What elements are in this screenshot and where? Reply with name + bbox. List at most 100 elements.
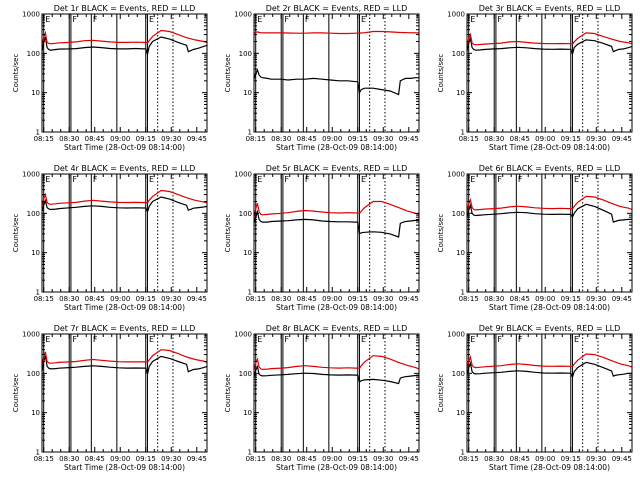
x-axis-label: Start Time (28-Oct-09 08:14:00)	[64, 303, 185, 312]
x-tick-label: 09:15	[136, 295, 156, 303]
series-lld	[41, 349, 208, 366]
flag-label: E	[470, 15, 475, 24]
y-tick-label: 10	[31, 249, 40, 257]
x-axis-label: Start Time (28-Oct-09 08:14:00)	[489, 463, 610, 472]
flag-label: E	[257, 175, 262, 184]
series-events	[253, 68, 419, 96]
flag-label: E	[574, 335, 579, 344]
y-tick-label: 1	[248, 289, 252, 297]
y-tick-label: 10	[456, 89, 465, 97]
x-tick-label: 08:30	[484, 295, 504, 303]
x-tick-label: 08:45	[297, 295, 317, 303]
flag-label: F	[93, 335, 98, 344]
flag-label: E	[361, 175, 366, 184]
x-tick-label: 09:15	[136, 135, 156, 143]
y-tick-label: 10	[31, 89, 40, 97]
x-tick-label: 09:45	[612, 135, 632, 143]
y-axis-label: Counts/sec	[12, 54, 20, 93]
x-axis-label: Start Time (28-Oct-09 08:14:00)	[276, 303, 397, 312]
plot-frame	[253, 13, 420, 133]
chart-panel-7: Det 7r BLACK = Events, RED = LLD E F F E 1 10 1…	[12, 324, 208, 472]
y-tick-label: 10	[243, 249, 252, 257]
y-tick-label: 1	[461, 289, 465, 297]
x-tick-label: 09:30	[586, 455, 606, 463]
y-axis-label: Counts/sec	[12, 374, 20, 413]
y-axis-label: Counts/sec	[224, 54, 232, 93]
plot-frame	[253, 173, 420, 293]
chart-title: Det 3r BLACK = Events, RED = LLD	[479, 4, 621, 13]
series-lld	[41, 29, 208, 46]
x-tick-label: 09:30	[373, 295, 393, 303]
x-tick-label: 08:15	[34, 455, 54, 463]
x-tick-label: 08:30	[271, 295, 291, 303]
x-tick-label: 09:45	[399, 295, 419, 303]
x-tick-label: 09:45	[612, 455, 632, 463]
flag-label: F	[305, 335, 310, 344]
x-tick-label: 09:00	[110, 295, 130, 303]
flag-label: F	[305, 15, 310, 24]
x-axis-label: Start Time (28-Oct-09 08:14:00)	[64, 463, 185, 472]
y-tick-label: 1000	[234, 331, 252, 339]
x-tick-label: 08:15	[34, 135, 54, 143]
y-tick-label: 100	[27, 370, 40, 378]
y-tick-label: 1	[36, 129, 40, 137]
y-tick-label: 1	[461, 449, 465, 457]
flag-label: E	[470, 175, 475, 184]
x-tick-label: 09:00	[535, 455, 555, 463]
x-tick-label: 08:30	[59, 295, 79, 303]
flag-label: F	[497, 15, 502, 24]
chart-panel-1: Det 1r BLACK = Events, RED = LLD E F F E 1 10 1…	[12, 4, 208, 152]
flag-label: F	[497, 175, 502, 184]
x-tick-label: 08:45	[85, 455, 105, 463]
flag-label: E	[361, 335, 366, 344]
plot-frame	[466, 173, 633, 293]
series-events	[41, 355, 208, 375]
y-tick-label: 1000	[447, 11, 465, 19]
chart-title: Det 6r BLACK = Events, RED = LLD	[479, 164, 621, 173]
x-axis-label: Start Time (28-Oct-09 08:14:00)	[276, 463, 397, 472]
flag-label: E	[574, 15, 579, 24]
y-tick-label: 1000	[22, 171, 40, 179]
y-tick-label: 100	[452, 370, 465, 378]
chart-title: Det 5r BLACK = Events, RED = LLD	[266, 164, 408, 173]
x-tick-label: 08:30	[59, 135, 79, 143]
x-tick-label: 08:45	[510, 135, 530, 143]
x-tick-label: 08:30	[484, 135, 504, 143]
x-tick-label: 09:45	[399, 455, 419, 463]
chart-title: Det 2r BLACK = Events, RED = LLD	[266, 4, 408, 13]
flag-label: F	[93, 175, 98, 184]
chart-title: Det 1r BLACK = Events, RED = LLD	[54, 4, 196, 13]
x-tick-label: 08:15	[459, 135, 479, 143]
x-tick-label: 09:00	[535, 295, 555, 303]
y-tick-label: 1000	[22, 11, 40, 19]
y-tick-label: 1	[248, 449, 252, 457]
series-lld	[253, 200, 420, 218]
flag-label: F	[284, 335, 289, 344]
flag-label: E	[257, 15, 262, 24]
series-lld	[466, 32, 633, 47]
y-tick-label: 1000	[447, 331, 465, 339]
x-tick-label: 08:45	[510, 455, 530, 463]
series-lld	[466, 353, 633, 370]
y-tick-label: 1000	[234, 171, 252, 179]
flag-label: E	[149, 175, 154, 184]
flag-label: E	[257, 335, 262, 344]
chart-panel-3: Det 3r BLACK = Events, RED = LLD E F F E 1 10 1…	[437, 4, 633, 152]
plot-frame	[466, 333, 633, 453]
chart-title: Det 8r BLACK = Events, RED = LLD	[266, 324, 408, 333]
chart-panel-9: Det 9r BLACK = Events, RED = LLD E F F E 1 10 1…	[437, 324, 633, 472]
y-axis-label: Counts/sec	[437, 374, 445, 413]
x-tick-label: 09:30	[161, 455, 181, 463]
chart-panel-8: Det 8r BLACK = Events, RED = LLD E F F E 1 10 1…	[224, 324, 420, 472]
x-tick-label: 09:15	[561, 135, 581, 143]
plot-frame	[41, 333, 208, 453]
x-tick-label: 09:30	[586, 295, 606, 303]
flag-label: E	[45, 335, 50, 344]
y-tick-label: 10	[243, 409, 252, 417]
x-axis-label: Start Time (28-Oct-09 08:14:00)	[64, 143, 185, 152]
series-lld	[253, 355, 420, 371]
x-tick-label: 09:15	[561, 455, 581, 463]
flag-label: E	[45, 175, 50, 184]
y-tick-label: 1	[36, 449, 40, 457]
x-tick-label: 08:15	[34, 295, 54, 303]
